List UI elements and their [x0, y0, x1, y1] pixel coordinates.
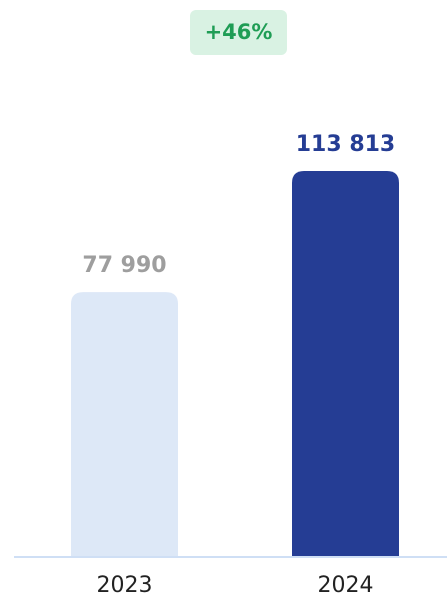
x-tick-label: 2024: [318, 573, 374, 598]
value-label: 113 813: [296, 132, 396, 157]
annotation: +46%: [205, 20, 273, 44]
annotation-badge: [190, 10, 287, 55]
bar: [71, 292, 178, 556]
x-tick-label: 2023: [97, 573, 153, 598]
bar: [292, 171, 399, 556]
value-label: 77 990: [82, 253, 166, 278]
